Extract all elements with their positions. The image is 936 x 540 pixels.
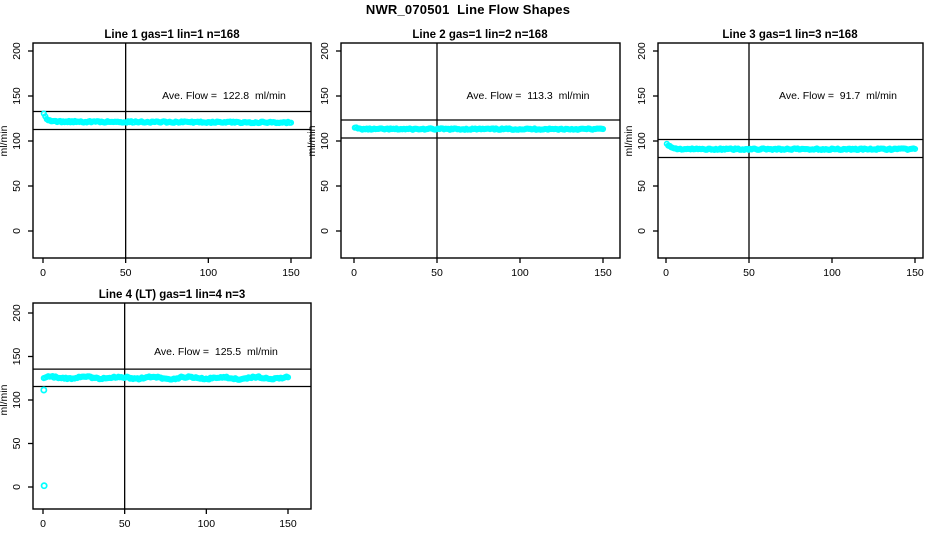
svg-text:ml/min: ml/min bbox=[306, 125, 318, 156]
outlier-point bbox=[40, 482, 48, 490]
svg-text:150: 150 bbox=[319, 87, 331, 105]
panel-1-ave-flow-label: Ave. Flow = 122.8 ml/min bbox=[162, 90, 286, 102]
svg-text:100: 100 bbox=[636, 132, 648, 150]
svg-text:100: 100 bbox=[11, 391, 23, 409]
svg-text:50: 50 bbox=[119, 518, 131, 530]
svg-text:50: 50 bbox=[743, 267, 755, 279]
svg-text:0: 0 bbox=[11, 228, 23, 234]
svg-text:200: 200 bbox=[319, 42, 331, 60]
svg-text:150: 150 bbox=[11, 348, 23, 366]
svg-text:100: 100 bbox=[198, 518, 216, 530]
data-point bbox=[599, 125, 607, 133]
svg-text:100: 100 bbox=[200, 267, 218, 279]
svg-text:50: 50 bbox=[636, 180, 648, 192]
outlier-point bbox=[40, 386, 48, 394]
svg-text:0: 0 bbox=[11, 484, 23, 490]
panel-4-title: Line 4 (LT) gas=1 lin=4 n=3 bbox=[98, 289, 246, 301]
svg-text:ml/min: ml/min bbox=[0, 384, 10, 415]
svg-text:200: 200 bbox=[636, 42, 648, 60]
svg-text:50: 50 bbox=[120, 267, 132, 279]
data-point bbox=[911, 145, 919, 153]
svg-text:200: 200 bbox=[11, 42, 23, 60]
svg-text:150: 150 bbox=[279, 518, 297, 530]
plot-box bbox=[657, 42, 924, 259]
svg-text:150: 150 bbox=[11, 87, 23, 105]
svg-text:150: 150 bbox=[282, 267, 300, 279]
panel-2-ave-flow-label: Ave. Flow = 113.3 ml/min bbox=[466, 90, 590, 102]
plot-box bbox=[32, 302, 312, 510]
svg-text:100: 100 bbox=[11, 132, 23, 150]
svg-text:100: 100 bbox=[319, 132, 331, 150]
svg-text:100: 100 bbox=[511, 267, 529, 279]
svg-text:50: 50 bbox=[11, 438, 23, 450]
page-title: NWR_070501 Line Flow Shapes bbox=[365, 2, 571, 17]
svg-text:0: 0 bbox=[40, 267, 46, 279]
svg-text:0: 0 bbox=[636, 228, 648, 234]
svg-text:ml/min: ml/min bbox=[0, 125, 10, 156]
svg-text:0: 0 bbox=[319, 228, 331, 234]
data-point bbox=[284, 374, 292, 381]
svg-text:50: 50 bbox=[431, 267, 443, 279]
svg-text:0: 0 bbox=[663, 267, 669, 279]
panel-1-title: Line 1 gas=1 lin=1 n=168 bbox=[104, 29, 240, 41]
svg-text:150: 150 bbox=[594, 267, 612, 279]
panel-2-title: Line 2 gas=1 lin=2 n=168 bbox=[412, 29, 548, 41]
svg-text:150: 150 bbox=[636, 87, 648, 105]
panel-3-title: Line 3 gas=1 lin=3 n=168 bbox=[722, 29, 858, 41]
plot-box bbox=[32, 42, 312, 259]
svg-text:ml/min: ml/min bbox=[623, 125, 635, 156]
data-point bbox=[287, 119, 295, 126]
panel-4-ave-flow-label: Ave. Flow = 125.5 ml/min bbox=[154, 346, 278, 358]
svg-text:100: 100 bbox=[823, 267, 841, 279]
panel-3-ave-flow-label: Ave. Flow = 91.7 ml/min bbox=[779, 90, 897, 102]
svg-text:0: 0 bbox=[351, 267, 357, 279]
svg-text:0: 0 bbox=[40, 518, 46, 530]
plot-box bbox=[340, 42, 621, 259]
svg-text:150: 150 bbox=[906, 267, 924, 279]
svg-text:50: 50 bbox=[11, 180, 23, 192]
svg-text:50: 50 bbox=[319, 180, 331, 192]
svg-text:200: 200 bbox=[11, 304, 23, 322]
